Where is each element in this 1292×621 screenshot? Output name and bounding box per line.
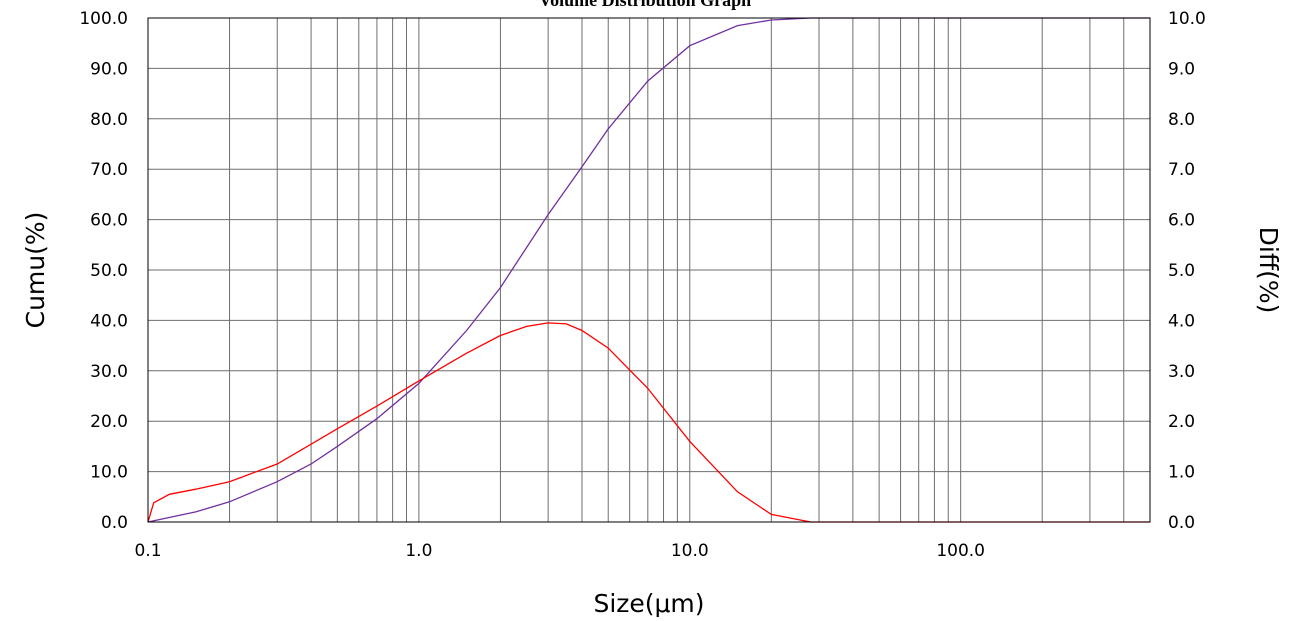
x-tick-label: 1.0	[405, 541, 432, 561]
x-axis-label: Size(μm)	[593, 589, 704, 618]
right-y-tick-label: 10.0	[1168, 9, 1206, 29]
x-tick-labels: 0.1 1.0 10.0 100.0	[134, 541, 985, 561]
right-y-tick-labels: 0.0 1.0 2.0 3.0 4.0 5.0 6.0 7.0 8.0 9.0 10.0	[1168, 9, 1206, 533]
left-y-tick-label: 40.0	[90, 311, 128, 331]
left-y-tick-label: 50.0	[90, 261, 128, 281]
left-y-tick-label: 100.0	[79, 9, 128, 29]
left-y-tick-label: 60.0	[90, 211, 128, 231]
left-y-tick-labels: 0.0 10.0 20.0 30.0 40.0 50.0 60.0 70.0 80.0 90.0 1…	[79, 9, 128, 533]
right-y-tick-label: 4.0	[1168, 311, 1195, 331]
right-y-tick-label: 5.0	[1168, 261, 1195, 281]
right-y-tick-label: 1.0	[1168, 463, 1195, 483]
left-y-tick-label: 80.0	[90, 110, 128, 130]
right-y-tick-label: 0.0	[1168, 513, 1195, 533]
left-y-tick-label: 20.0	[90, 412, 128, 432]
left-y-tick-label: 0.0	[101, 513, 128, 533]
plot-frame	[147, 17, 1151, 523]
x-tick-label: 0.1	[134, 541, 161, 561]
right-y-tick-label: 9.0	[1168, 59, 1195, 79]
right-y-tick-label: 2.0	[1168, 412, 1195, 432]
left-y-axis-label: Cumu(%)	[21, 212, 50, 329]
right-y-tick-label: 3.0	[1168, 362, 1195, 382]
right-y-tick-label: 7.0	[1168, 160, 1195, 180]
left-y-tick-label: 90.0	[90, 59, 128, 79]
left-y-tick-label: 10.0	[90, 463, 128, 483]
right-y-axis-label: Diff(%)	[1254, 227, 1283, 314]
diff-curve	[147, 322, 1150, 523]
left-y-tick-label: 30.0	[90, 362, 128, 382]
x-tick-label: 10.0	[671, 541, 709, 561]
right-y-tick-label: 8.0	[1168, 110, 1195, 130]
chart-title: Volume Distribution Graph	[539, 0, 751, 10]
right-y-tick-label: 6.0	[1168, 211, 1195, 231]
grid-lines	[147, 17, 1151, 523]
x-tick-label: 100.0	[936, 541, 985, 561]
left-y-tick-label: 70.0	[90, 160, 128, 180]
